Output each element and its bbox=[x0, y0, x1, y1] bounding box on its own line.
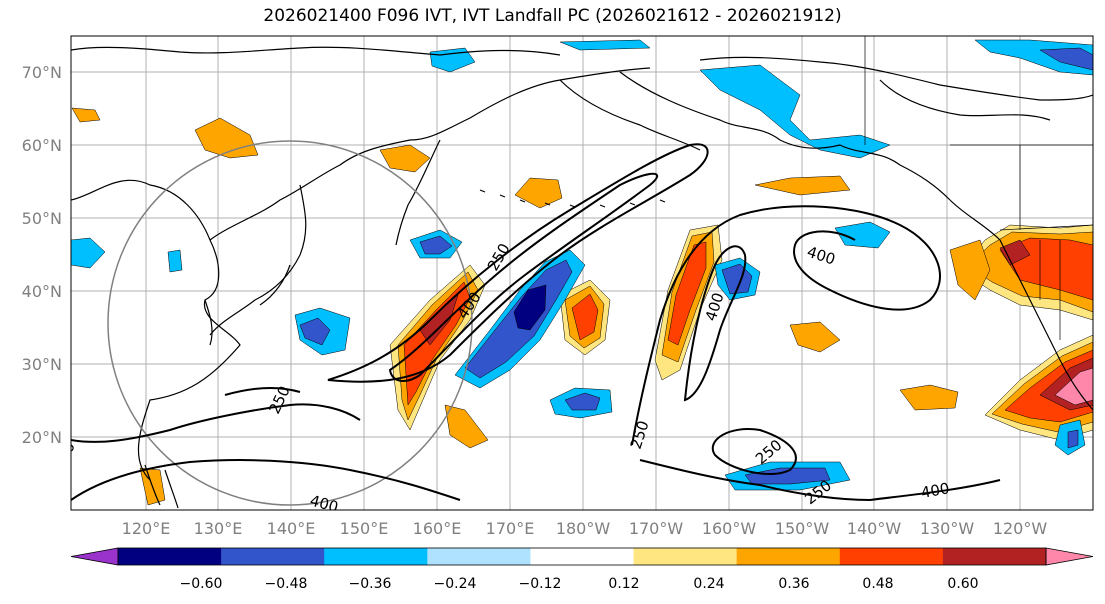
colorbar-tick: 0.36 bbox=[778, 576, 809, 592]
lon-tick: 170°E bbox=[486, 519, 535, 538]
colorbar-segment bbox=[118, 548, 222, 565]
lat-tick: 40°N bbox=[22, 282, 62, 301]
lon-tick: 150°W bbox=[775, 519, 830, 538]
colorbar-tick: 0.48 bbox=[862, 576, 893, 592]
colorbar-tick: −0.12 bbox=[519, 576, 562, 592]
colorbar-tick: −0.36 bbox=[349, 576, 392, 592]
colorbar-segment bbox=[633, 548, 738, 565]
colorbar-frame bbox=[117, 547, 1047, 566]
colorbar-tick: −0.24 bbox=[434, 576, 477, 592]
colorbar-segment bbox=[736, 548, 841, 565]
lon-tick: 180°W bbox=[556, 519, 611, 538]
contour-label: 50 bbox=[54, 438, 79, 464]
contour-label: 400 bbox=[920, 479, 951, 502]
colorbar-tick: 0.24 bbox=[693, 576, 724, 592]
lat-tick: 50°N bbox=[22, 209, 62, 228]
lat-tick: 60°N bbox=[22, 136, 62, 155]
map-panel: 250 400 400 250 400 250 400 400 250 250 … bbox=[54, 36, 1093, 516]
lon-tick: 160°E bbox=[413, 519, 462, 538]
colorbar-ticks: −0.60 −0.48 −0.36 −0.24 −0.12 0.12 0.24 … bbox=[180, 576, 979, 592]
lon-tick: 130°E bbox=[194, 519, 243, 538]
colorbar-tick: 0.60 bbox=[947, 576, 978, 592]
coastlines bbox=[71, 36, 1093, 509]
lon-tick: 120°E bbox=[122, 519, 171, 538]
lon-tick: 160°W bbox=[702, 519, 757, 538]
colorbar-extend-low bbox=[70, 547, 119, 566]
lat-tick: 70°N bbox=[22, 63, 62, 82]
colorbar-tick: 0.12 bbox=[608, 576, 639, 592]
latitude-ticks: 70°N 60°N 50°N 40°N 30°N 20°N bbox=[22, 63, 62, 447]
colorbar-segment bbox=[427, 548, 531, 565]
colorbar-tick: −0.60 bbox=[180, 576, 223, 592]
colorbar-extend-high bbox=[1045, 547, 1094, 566]
lon-tick: 170°W bbox=[629, 519, 684, 538]
lat-tick: 20°N bbox=[22, 428, 62, 447]
colorbar-tick: −0.48 bbox=[265, 576, 308, 592]
colorbar bbox=[70, 547, 1094, 566]
colorbar-segment bbox=[221, 548, 325, 565]
lon-tick: 140°E bbox=[267, 519, 316, 538]
colorbar-segment bbox=[839, 548, 944, 565]
colorbar-segment bbox=[324, 548, 428, 565]
lat-tick: 30°N bbox=[22, 355, 62, 374]
lon-tick: 130°W bbox=[920, 519, 975, 538]
lon-tick: 120°W bbox=[993, 519, 1048, 538]
ivt-contours bbox=[71, 143, 1001, 502]
lon-tick: 140°W bbox=[847, 519, 902, 538]
lon-tick: 150°E bbox=[340, 519, 389, 538]
map-frame bbox=[70, 35, 1094, 511]
colorbar-segment bbox=[942, 548, 1047, 565]
longitude-ticks: 120°E 130°E 140°E 150°E 160°E 170°E 180°… bbox=[122, 519, 1048, 538]
contour-label: 400 bbox=[308, 491, 340, 516]
colorbar-segment bbox=[530, 548, 635, 565]
figure-title: 2026021400 F096 IVT, IVT Landfall PC (20… bbox=[263, 6, 842, 26]
